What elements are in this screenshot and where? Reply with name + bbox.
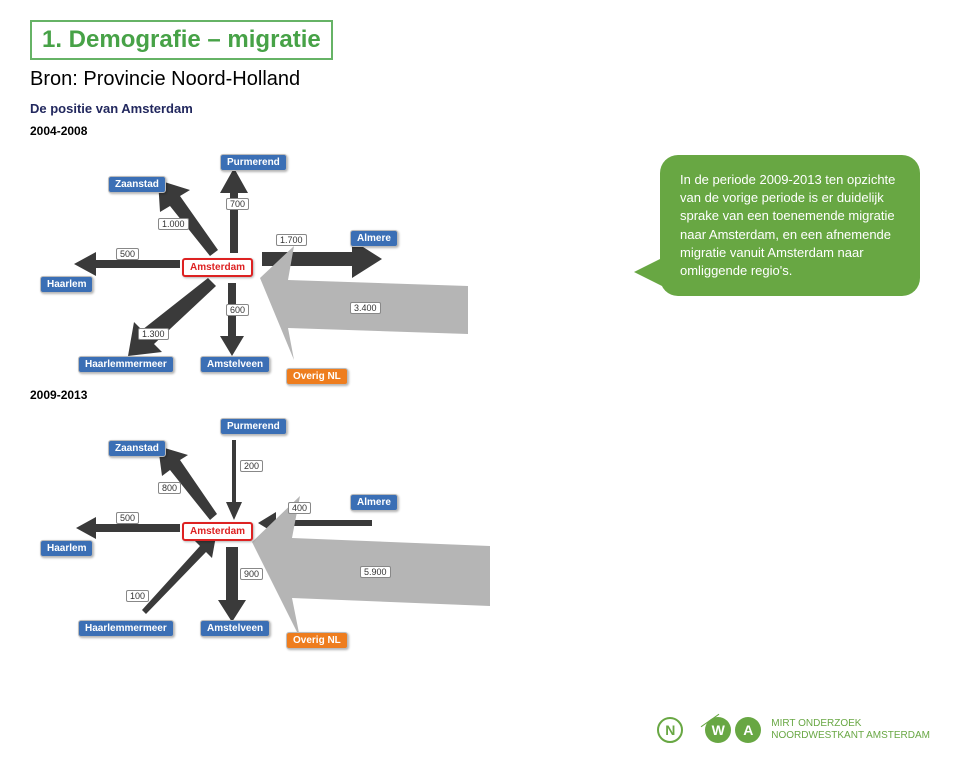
val2-overig: 5.900 (360, 566, 391, 578)
val-almere: 1.700 (276, 234, 307, 246)
callout-text: In de periode 2009-2013 ten opzichte van… (680, 172, 895, 278)
node-zaanstad-2: Zaanstad (108, 440, 166, 457)
period2-label: 2009-2013 (30, 388, 930, 402)
nwa-logo: N W A (657, 717, 761, 743)
callout-bubble: In de periode 2009-2013 ten opzichte van… (660, 155, 920, 296)
page-title: 1. Demografie – migratie (42, 26, 321, 53)
val-haarlem: 500 (116, 248, 139, 260)
subtitle: Bron: Provincie Noord-Holland (30, 68, 930, 91)
val-haarlemmermeer: 1.300 (138, 328, 169, 340)
val-amstelveen: 600 (226, 304, 249, 316)
val2-amstelveen: 900 (240, 568, 263, 580)
footer-text: MIRT ONDERZOEK NOORDWESTKANT AMSTERDAM (771, 718, 930, 742)
node-purmerend-2: Purmerend (220, 418, 287, 435)
val-overig: 3.400 (350, 302, 381, 314)
node-purmerend: Purmerend (220, 154, 287, 171)
page-title-box: 1. Demografie – migratie (30, 20, 333, 60)
val2-haarlemmermeer: 100 (126, 590, 149, 602)
footer: N W A MIRT ONDERZOEK NOORDWESTKANT AMSTE… (657, 717, 930, 743)
val-purmerend: 700 (226, 198, 249, 210)
section-label: De positie van Amsterdam (30, 101, 930, 116)
node-amstelveen-2: Amstelveen (200, 620, 270, 637)
migration-diagram-2004-2008: Purmerend Zaanstad Almere Amsterdam Haar… (30, 138, 550, 388)
node-haarlemmermeer-2: Haarlemmermeer (78, 620, 174, 637)
node-haarlemmermeer: Haarlemmermeer (78, 356, 174, 373)
logo-a: A (735, 717, 761, 743)
footer-line1: MIRT ONDERZOEK (771, 718, 930, 730)
node-amstelveen: Amstelveen (200, 356, 270, 373)
node-haarlem-2: Haarlem (40, 540, 93, 557)
val-zaanstad: 1.000 (158, 218, 189, 230)
logo-n: N (657, 717, 683, 743)
logo-w: W (705, 717, 731, 743)
period1-label: 2004-2008 (30, 124, 930, 138)
node-haarlem: Haarlem (40, 276, 93, 293)
val2-almere: 400 (288, 502, 311, 514)
node-almere: Almere (350, 230, 398, 247)
footer-line2: NOORDWESTKANT AMSTERDAM (771, 730, 930, 742)
node-overig: Overig NL (286, 368, 348, 385)
migration-diagram-2009-2013: Purmerend Zaanstad Almere Amsterdam Haar… (30, 402, 550, 652)
node-zaanstad: Zaanstad (108, 176, 166, 193)
val2-purmerend: 200 (240, 460, 263, 472)
val2-haarlem: 500 (116, 512, 139, 524)
node-amsterdam: Amsterdam (182, 258, 253, 277)
node-overig-2: Overig NL (286, 632, 348, 649)
node-amsterdam-2: Amsterdam (182, 522, 253, 541)
val2-zaanstad: 800 (158, 482, 181, 494)
node-almere-2: Almere (350, 494, 398, 511)
